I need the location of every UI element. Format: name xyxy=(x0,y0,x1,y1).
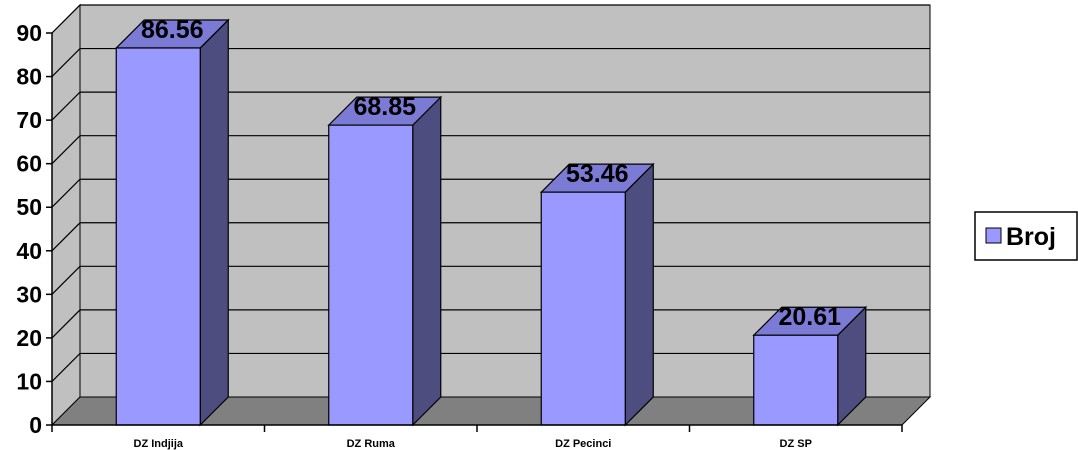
gridline xyxy=(51,91,930,121)
gridline xyxy=(51,4,930,34)
y-tick-label: 30 xyxy=(16,281,42,307)
y-tick-label: 80 xyxy=(16,64,42,90)
bar xyxy=(327,95,443,427)
bar-side xyxy=(412,95,442,427)
bar-side xyxy=(199,18,229,427)
data-label: 86.56 xyxy=(141,16,204,44)
data-labels: 86.56 68.85 53.46 20.61 xyxy=(141,16,841,331)
x-axis: DZ Indjija DZ Ruma DZ Pecinci DZ SP xyxy=(51,424,903,450)
x-tick-label: DZ Ruma xyxy=(347,438,396,450)
bar xyxy=(114,18,230,427)
y-tick-label: 70 xyxy=(16,107,42,133)
x-tick-label: DZ SP xyxy=(780,438,812,450)
gridline xyxy=(51,135,930,165)
x-tick-label: DZ Indjija xyxy=(134,438,184,450)
x-tick-label: DZ Pecinci xyxy=(555,438,611,450)
gridline xyxy=(51,47,930,77)
side-wall xyxy=(51,3,81,427)
plot-area xyxy=(50,3,932,427)
data-label: 20.61 xyxy=(778,303,841,331)
legend-label: Broj xyxy=(1006,223,1056,251)
y-tick-label: 10 xyxy=(16,368,42,394)
bar-side xyxy=(624,162,654,427)
y-tick-label: 0 xyxy=(29,412,42,438)
bar xyxy=(752,305,868,427)
y-tick-label: 40 xyxy=(16,238,42,264)
bar-front xyxy=(753,334,839,426)
y-axis: 0 10 20 30 40 50 60 70 80 90 xyxy=(16,20,53,438)
y-tick-label: 60 xyxy=(16,151,42,177)
bar-front xyxy=(540,191,626,426)
y-tick-label: 20 xyxy=(16,325,42,351)
bars-group xyxy=(114,18,868,427)
data-label: 68.85 xyxy=(353,93,416,121)
data-label: 53.46 xyxy=(566,160,629,188)
y-tick-label: 90 xyxy=(16,20,42,46)
legend-swatch xyxy=(985,227,1002,244)
bar-front xyxy=(328,124,414,426)
bar xyxy=(539,162,655,427)
bar-front xyxy=(115,47,201,426)
legend: Broj xyxy=(974,211,1078,261)
y-tick-label: 50 xyxy=(16,194,42,220)
